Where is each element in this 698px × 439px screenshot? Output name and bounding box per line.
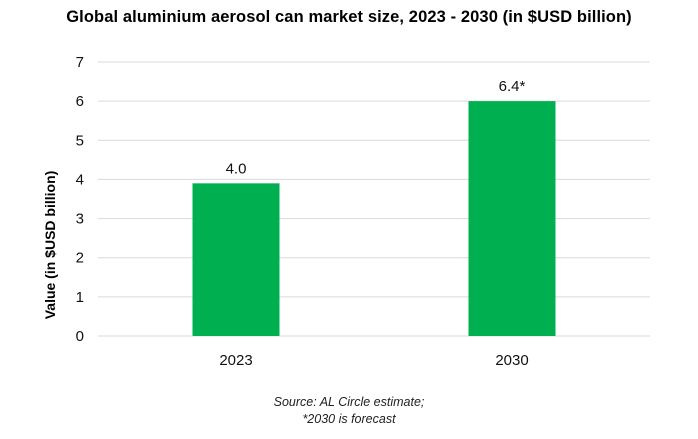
y-tick-label: 1 xyxy=(76,289,84,306)
y-tick-label: 0 xyxy=(76,328,84,345)
data-label-2023: 4.0 xyxy=(226,160,247,177)
source-line: Source: AL Circle estimate; xyxy=(273,395,425,409)
x-axis-tick-labels: 2023 2030 xyxy=(219,352,528,369)
chart-title: Global aluminium aerosol can market size… xyxy=(66,8,632,26)
y-tick-label: 5 xyxy=(76,132,84,149)
y-tick-label: 4 xyxy=(76,171,84,188)
bar-2030 xyxy=(468,101,556,337)
y-tick-label: 6 xyxy=(76,93,84,110)
data-label-2030: 6.4* xyxy=(499,78,526,95)
y-axis-tick-labels: 0 1 2 3 4 5 6 7 xyxy=(76,54,84,345)
bar-2023 xyxy=(192,183,280,336)
y-tick-label: 2 xyxy=(76,250,84,267)
data-labels: 4.0 6.4* xyxy=(226,78,526,177)
x-tick-label: 2030 xyxy=(495,352,528,369)
bars xyxy=(192,101,556,337)
y-axis-title: Value (in $USD billion) xyxy=(42,171,58,320)
forecast-note: *2030 is forecast xyxy=(302,412,396,426)
x-tick-label: 2023 xyxy=(219,352,252,369)
y-tick-label: 3 xyxy=(76,211,84,228)
gridlines xyxy=(98,61,650,337)
source-note: Source: AL Circle estimate; *2030 is for… xyxy=(0,394,698,428)
y-tick-label: 7 xyxy=(76,54,84,71)
